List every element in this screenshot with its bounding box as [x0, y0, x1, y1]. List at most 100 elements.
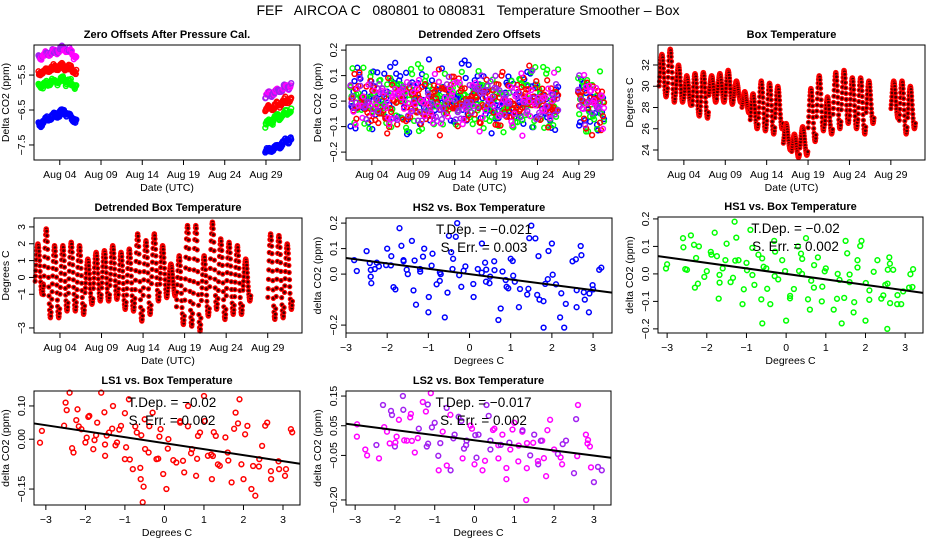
data-point	[121, 410, 129, 417]
data-point	[438, 116, 446, 123]
data-point	[858, 237, 865, 245]
data-point	[189, 321, 195, 327]
data-point	[526, 62, 533, 69]
x-tick-label: 0	[783, 342, 789, 354]
y-tick-label: 0.05	[328, 415, 340, 436]
data-point	[414, 60, 422, 68]
data-point	[107, 271, 114, 277]
data-point	[443, 109, 451, 117]
data-point	[356, 74, 363, 81]
data-point	[211, 248, 217, 254]
data-point	[499, 268, 506, 275]
data-point	[48, 304, 55, 310]
data-point	[231, 307, 237, 313]
data-point	[902, 118, 908, 124]
data-point	[186, 237, 192, 243]
x-tick-label: Aug 19	[167, 169, 200, 181]
data-point	[41, 283, 47, 289]
data-point	[910, 111, 916, 117]
data-point	[227, 245, 233, 251]
x-tick-label: 1	[823, 342, 829, 354]
data-point	[703, 268, 710, 275]
data-point	[909, 266, 917, 273]
data-point	[141, 445, 149, 453]
data-point	[112, 283, 119, 289]
data-point	[199, 291, 205, 297]
data-points	[36, 389, 296, 506]
data-point	[441, 70, 449, 77]
data-point	[413, 85, 421, 92]
data-point	[77, 253, 84, 259]
data-point	[348, 99, 355, 107]
data-point	[817, 81, 823, 87]
y-axis-label: delta CO2 (ppm)	[0, 409, 12, 487]
data-point	[177, 263, 183, 269]
data-point	[703, 99, 709, 105]
x-tick-label: Aug 24	[208, 169, 241, 181]
data-point	[244, 422, 251, 430]
data-point	[510, 272, 517, 279]
data-point	[126, 456, 133, 463]
data-point	[163, 485, 170, 493]
data-point	[106, 292, 113, 298]
data-point	[544, 103, 551, 110]
data-point	[576, 110, 583, 118]
data-point	[436, 132, 444, 139]
data-point	[181, 317, 187, 323]
data-point	[519, 104, 526, 111]
data-point	[289, 298, 295, 304]
data-point	[661, 74, 667, 81]
data-point	[716, 271, 723, 279]
data-point	[777, 106, 783, 113]
data-point	[539, 85, 546, 92]
data-point	[682, 265, 689, 273]
data-point	[533, 115, 540, 123]
data-point	[200, 392, 208, 400]
data-point	[210, 232, 217, 238]
data-point	[556, 314, 564, 321]
data-point	[743, 259, 750, 267]
data-point	[508, 118, 515, 125]
data-point	[222, 434, 229, 441]
data-point	[855, 105, 862, 111]
data-point	[419, 398, 426, 406]
data-point	[523, 465, 530, 472]
data-point	[835, 112, 842, 118]
data-point	[519, 132, 526, 139]
data-point	[460, 445, 468, 452]
data-point	[544, 427, 551, 434]
y-axis-label: Degrees C	[0, 250, 12, 301]
data-point	[768, 92, 774, 98]
data-point	[66, 389, 73, 396]
data-point	[199, 285, 205, 291]
main-title: FEF AIRCOA C 080801 to 080831 Temperatur…	[256, 2, 680, 18]
data-point	[901, 107, 907, 113]
data-point	[209, 452, 217, 460]
data-point	[392, 85, 399, 93]
data-point	[152, 240, 158, 247]
data-point	[153, 267, 160, 274]
data-point	[447, 467, 454, 474]
x-tick-label: 2	[241, 514, 247, 526]
data-point	[880, 292, 887, 299]
data-point	[431, 88, 439, 95]
data-point	[665, 80, 671, 86]
data-point	[557, 454, 564, 461]
data-point	[576, 122, 583, 129]
data-point	[499, 68, 506, 76]
data-point	[515, 304, 523, 311]
data-point	[866, 296, 873, 303]
data-point	[223, 311, 229, 318]
data-point	[470, 293, 477, 301]
data-point	[859, 83, 865, 89]
data-point	[221, 297, 227, 303]
y-tick-label: 1	[16, 258, 28, 264]
data-point	[843, 90, 849, 97]
data-point	[392, 59, 399, 66]
data-point	[755, 251, 762, 258]
data-point	[137, 464, 144, 472]
data-point	[846, 271, 853, 278]
data-point	[186, 266, 192, 272]
data-point	[289, 302, 295, 308]
data-point	[509, 257, 516, 265]
